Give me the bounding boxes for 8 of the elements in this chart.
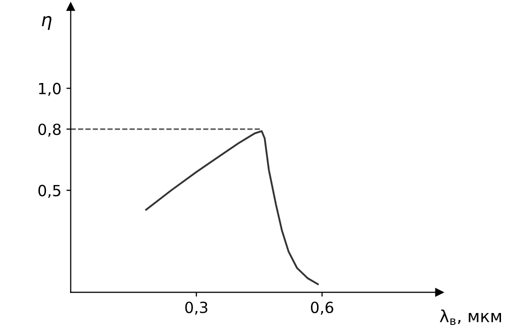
x-tick-label: 0,3 [185, 302, 208, 315]
x-tick-label: 0,6 [310, 302, 334, 315]
line-series [145, 130, 319, 286]
y-tick-label: 1,0 [39, 82, 61, 96]
x-axis-title: λ$_{в}$, мкм [440, 309, 501, 325]
y-tick-label: 0,5 [38, 184, 60, 198]
y-axis-title: η [42, 16, 52, 30]
y-tick-label: 0,8 [38, 124, 61, 137]
